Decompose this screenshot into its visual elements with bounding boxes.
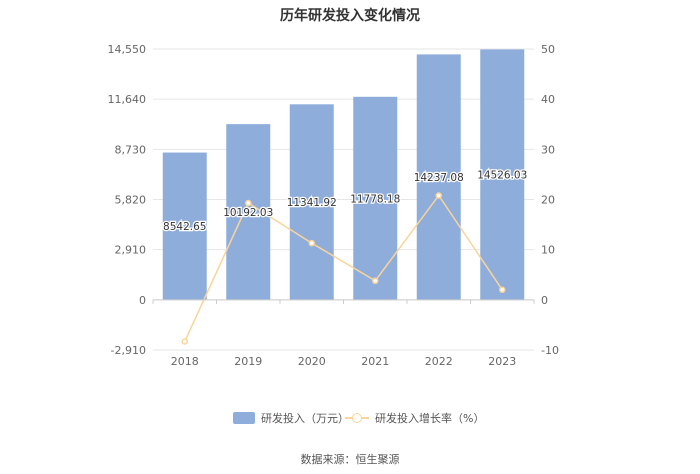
left-y-axis: 14,550 11,640 8,730 5,820 2,910 0 -2,910 — [108, 43, 147, 357]
bar — [480, 49, 525, 300]
growth-line-series — [181, 192, 506, 345]
growth-point — [181, 338, 188, 345]
chart-title: 历年研发投入变化情况 — [280, 8, 420, 24]
bar — [353, 96, 398, 300]
bar — [162, 152, 207, 300]
legend-item-bar[interactable]: 研发投入（万元） — [233, 410, 349, 426]
left-tick-label: -2,910 — [111, 344, 146, 357]
right-tick-label: 0 — [541, 294, 548, 307]
legend-bar-swatch — [233, 412, 255, 424]
bar-value-label: 14237.08 — [414, 172, 464, 184]
x-tick-label: 2019 — [234, 355, 262, 368]
growth-point — [499, 286, 506, 294]
right-tick-label: 50 — [541, 43, 555, 56]
growth-point — [308, 239, 315, 247]
bar-series — [162, 49, 525, 300]
legend: 研发投入（万元） 研发投入增长率（%） — [0, 410, 700, 426]
legend-label-line: 研发投入增长率（%） — [375, 412, 485, 425]
legend-label-bar: 研发投入（万元） — [261, 412, 349, 425]
right-tick-label: 20 — [541, 194, 555, 207]
left-tick-label: 14,550 — [108, 43, 147, 56]
right-tick-label: 10 — [541, 244, 555, 257]
data-labels: 8542.65 10192.03 11341.92 11778.18 14237.08 1… — [162, 168, 529, 234]
x-axis: 2018 2019 2020 2021 2022 2023 — [152, 299, 535, 368]
grid-lines — [153, 48, 534, 351]
bar-value-label: 8542.65 — [163, 221, 206, 233]
x-tick-label: 2021 — [361, 355, 389, 368]
growth-point — [372, 277, 379, 285]
x-tick-label: 2022 — [425, 355, 453, 368]
right-tick-label: -10 — [541, 344, 559, 357]
bar-value-label: 11778.18 — [350, 193, 400, 205]
legend-item-line[interactable]: 研发投入增长率（%） — [345, 410, 484, 426]
growth-point — [245, 199, 252, 207]
left-tick-label: 5,820 — [115, 194, 147, 207]
bar-value-label: 14526.03 — [477, 170, 527, 182]
x-tick-label: 2023 — [488, 355, 516, 368]
growth-point — [435, 192, 442, 199]
bar — [416, 54, 461, 300]
left-tick-label: 8,730 — [115, 143, 147, 156]
bar-value-label: 11341.92 — [287, 197, 337, 209]
left-tick-label: 2,910 — [115, 244, 147, 257]
data-source: 数据来源：恒生聚源 — [300, 453, 400, 466]
right-tick-label: 30 — [541, 143, 555, 156]
legend-line-swatch — [345, 412, 369, 424]
growth-line — [184, 194, 503, 342]
right-tick-label: 40 — [541, 93, 555, 106]
bar — [289, 104, 334, 300]
left-tick-label: 0 — [139, 294, 146, 307]
right-y-axis: 50 40 30 20 10 0 -10 — [541, 43, 559, 357]
bar-value-label: 10192.03 — [223, 207, 273, 219]
x-tick-label: 2018 — [171, 355, 199, 368]
x-tick-label: 2020 — [298, 355, 326, 368]
left-tick-label: 11,640 — [108, 93, 147, 106]
